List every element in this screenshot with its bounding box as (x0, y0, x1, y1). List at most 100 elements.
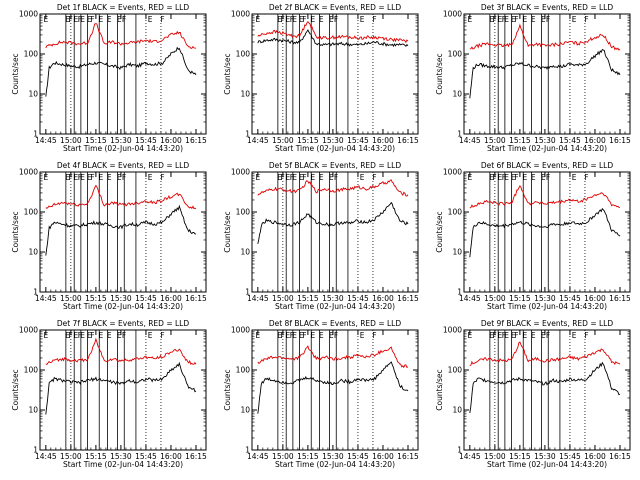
marker-e: E (44, 15, 49, 24)
marker-e: E (541, 331, 546, 340)
x-tick-label: 16:15 (609, 136, 631, 145)
x-tick-label: 15:00 (60, 294, 82, 303)
y-tick-label: 100 (24, 208, 39, 217)
y-tick-label: 100 (448, 50, 463, 59)
marker-e: E (286, 173, 291, 182)
panel-det-6: Det 6f BLACK = Events, RED = LLD 1 10 100 10… (435, 161, 631, 311)
marker-e: E (319, 173, 324, 182)
marker-e: E (311, 173, 316, 182)
marker-e: E (256, 173, 261, 182)
x-tick-label: 14:45 (35, 294, 57, 303)
x-tick-label: 16:00 (584, 136, 606, 145)
x-axis-label: Start Time (02-Jun-04 14:43:20) (63, 302, 183, 311)
marker-e: E (468, 173, 473, 182)
marker-f: F (546, 173, 550, 182)
x-tick-label: 16:00 (584, 452, 606, 461)
marker-e: E (99, 173, 104, 182)
marker-f: F (493, 15, 497, 24)
marker-f: F (290, 173, 294, 182)
plot-frame (251, 13, 419, 135)
series-lld (257, 179, 409, 197)
y-tick-label: 1 (457, 446, 462, 455)
y-tick-label: 10 (452, 248, 462, 257)
x-tick-label: 14:45 (459, 294, 481, 303)
y-tick-label: 1 (245, 446, 250, 455)
x-axis-label: Start Time (02-Jun-04 14:43:20) (487, 460, 607, 469)
marker-e: E (299, 331, 304, 340)
marker-f: F (290, 15, 294, 24)
x-axis-label: Start Time (02-Jun-04 14:43:20) (487, 144, 607, 153)
marker-e: E (87, 331, 92, 340)
marker-e: E (511, 15, 516, 24)
marker-e: E (498, 331, 503, 340)
x-tick-label: 15:30 (322, 452, 344, 461)
marker-e: E (286, 331, 291, 340)
y-tick-label: 1 (245, 288, 250, 297)
y-tick-label: 10 (240, 248, 250, 257)
marker-e: E (286, 15, 291, 24)
x-tick-label: 16:15 (397, 452, 419, 461)
marker-e: E (504, 15, 509, 24)
marker-f: F (514, 173, 518, 182)
marker-e: E (523, 331, 528, 340)
x-tick-label: 15:30 (534, 452, 556, 461)
marker-f: F (584, 331, 588, 340)
marker-f: F (372, 15, 376, 24)
marker-e: E (80, 173, 85, 182)
marker-f: F (122, 173, 126, 182)
series-events (469, 48, 621, 99)
series-lld (257, 345, 409, 369)
y-tick-label: 10 (28, 90, 38, 99)
marker-e: E (489, 331, 494, 340)
marker-f: F (514, 331, 518, 340)
y-axis-label: Counts/sec (223, 369, 232, 410)
panel-title: Det 7f BLACK = Events, RED = LLD (57, 319, 190, 328)
y-tick-label: 1000 (443, 326, 462, 335)
x-tick-label: 15:00 (60, 452, 82, 461)
x-tick-label: 15:30 (110, 136, 132, 145)
x-tick-label: 16:00 (372, 136, 394, 145)
y-tick-label: 10 (28, 406, 38, 415)
x-tick-label: 16:00 (160, 136, 182, 145)
y-tick-label: 1000 (19, 168, 38, 177)
x-tick-label: 14:45 (247, 452, 269, 461)
x-tick-label: 16:15 (397, 294, 419, 303)
marker-e: E (74, 15, 79, 24)
marker-f: F (160, 173, 164, 182)
y-tick-label: 10 (28, 248, 38, 257)
x-tick-label: 15:45 (347, 294, 369, 303)
y-tick-label: 100 (448, 366, 463, 375)
marker-e: E (531, 331, 536, 340)
marker-e: E (87, 173, 92, 182)
marker-f: F (493, 173, 497, 182)
y-tick-label: 1000 (231, 10, 250, 19)
x-tick-label: 16:15 (609, 294, 631, 303)
y-tick-label: 100 (448, 208, 463, 217)
x-tick-label: 16:00 (372, 294, 394, 303)
marker-f: F (122, 331, 126, 340)
series-events (469, 207, 621, 258)
marker-f: F (281, 173, 285, 182)
marker-e: E (504, 331, 509, 340)
marker-e: E (489, 173, 494, 182)
marker-f: F (122, 15, 126, 24)
x-axis-label: Start Time (02-Jun-04 14:43:20) (63, 144, 183, 153)
x-axis-label: Start Time (02-Jun-04 14:43:20) (63, 460, 183, 469)
marker-f: F (302, 173, 306, 182)
marker-e: E (531, 173, 536, 182)
x-tick-label: 15:45 (135, 294, 157, 303)
plot-frame (251, 171, 419, 293)
marker-f: F (281, 15, 285, 24)
series-lld (469, 23, 621, 51)
x-tick-label: 15:30 (534, 136, 556, 145)
marker-e: E (65, 15, 70, 24)
series-events (469, 361, 621, 414)
marker-e: E (319, 15, 324, 24)
panel-title: Det 9f BLACK = Events, RED = LLD (481, 319, 614, 328)
marker-e: E (572, 15, 577, 24)
panel-det-2: Det 2f BLACK = Events, RED = LLD 1 10 100 10… (223, 3, 419, 153)
marker-f: F (302, 15, 306, 24)
y-axis-label: Counts/sec (435, 369, 444, 410)
panel-det-8: Det 8f BLACK = Events, RED = LLD 1 10 100 10… (223, 319, 419, 469)
x-tick-label: 15:15 (297, 294, 319, 303)
